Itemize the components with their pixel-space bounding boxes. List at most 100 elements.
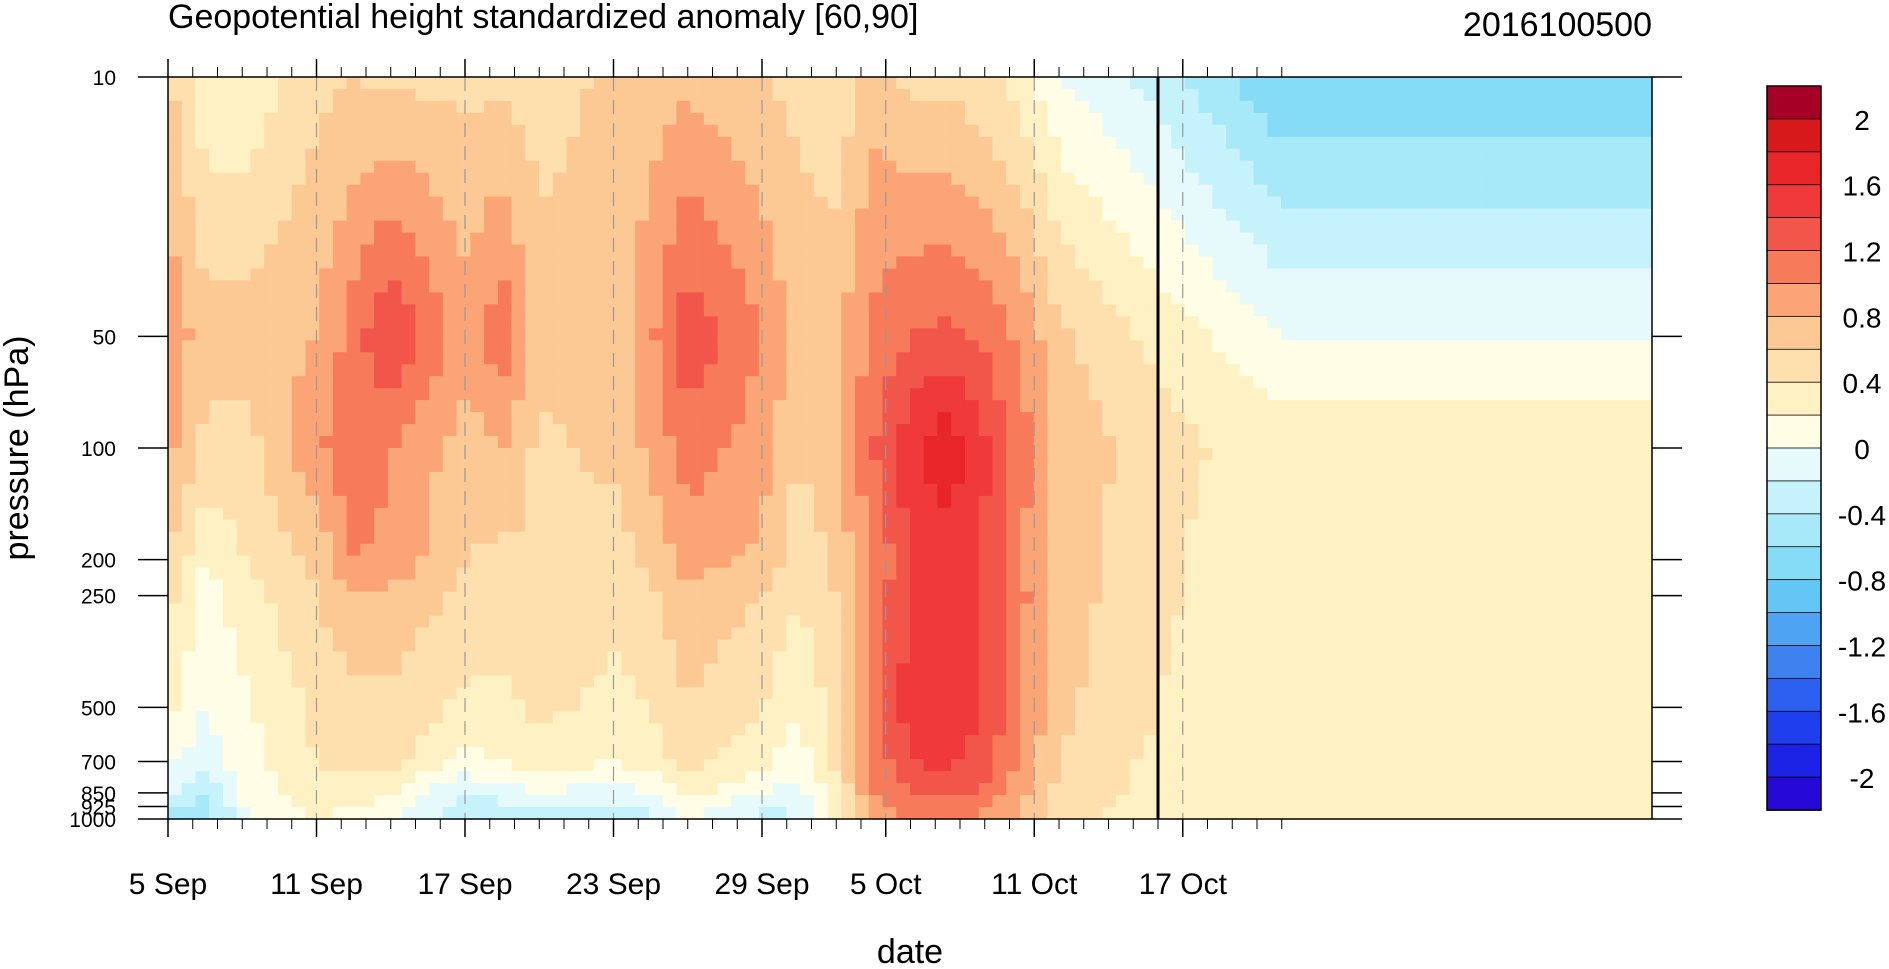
contour-cell (1047, 388, 1062, 401)
contour-cell (1184, 519, 1200, 533)
contour-cell (703, 436, 719, 449)
contour-cell (1349, 448, 1365, 461)
contour-cell (1377, 220, 1392, 234)
contour-cell (758, 136, 774, 150)
contour-cell (800, 256, 815, 270)
contour-cell (1555, 519, 1571, 533)
contour-cell (800, 160, 815, 174)
contour-cell (1404, 412, 1420, 425)
contour-cell (648, 364, 664, 377)
contour-cell (195, 376, 210, 389)
contour-cell (896, 388, 911, 401)
contour-cell (1143, 148, 1158, 162)
contour-cell (1267, 316, 1282, 329)
contour-cell (1308, 208, 1323, 222)
contour-cell (1377, 112, 1392, 126)
contour-cell (1226, 615, 1241, 629)
contour-cell (1102, 543, 1117, 557)
contour-cell (552, 292, 568, 305)
contour-cell (1390, 172, 1406, 186)
contour-cell (497, 304, 513, 317)
contour-cell (1102, 136, 1117, 150)
contour-cell (497, 77, 513, 90)
contour-cell (1281, 244, 1296, 258)
contour-cell (319, 316, 334, 329)
contour-cell (442, 459, 458, 473)
contour-cell (429, 304, 444, 317)
contour-cell (1157, 543, 1172, 557)
contour-cell (1638, 172, 1652, 186)
contour-cell (1088, 232, 1103, 246)
contour-cell (1487, 376, 1502, 389)
contour-cell (1253, 280, 1268, 294)
contour-cell (1212, 603, 1227, 617)
contour-cell (593, 555, 609, 569)
contour-cell (1542, 543, 1557, 557)
contour-cell (277, 376, 293, 389)
contour-cell (552, 256, 568, 270)
contour-cell (1569, 352, 1584, 365)
contour-cell (1390, 543, 1406, 557)
contour-cell (539, 388, 554, 401)
contour-cell (1226, 424, 1241, 437)
contour-cell (813, 448, 829, 461)
contour-cell (1445, 280, 1461, 294)
contour-cell (1432, 603, 1447, 617)
contour-cell (1198, 555, 1213, 569)
contour-cell (1033, 232, 1049, 246)
contour-cell (1500, 244, 1516, 258)
contour-cell (497, 459, 513, 473)
contour-cell (1074, 256, 1090, 270)
contour-cell (264, 531, 279, 545)
contour-cell (800, 244, 815, 258)
contour-cell (1514, 124, 1529, 138)
contour-cell (195, 424, 210, 437)
contour-cell (1500, 88, 1516, 102)
contour-cell (442, 448, 458, 461)
contour-cell (401, 495, 416, 509)
contour-cell (1212, 280, 1227, 294)
contour-cell (1473, 567, 1488, 581)
contour-cell (442, 268, 458, 282)
contour-cell (758, 244, 774, 258)
contour-cell (470, 531, 485, 545)
contour-cell (1198, 471, 1213, 485)
contour-cell (745, 615, 760, 629)
contour-cell (374, 100, 389, 114)
contour-cell (1308, 280, 1323, 294)
contour-cell (1157, 148, 1172, 162)
contour-cell (497, 292, 513, 305)
contour-cell (566, 495, 581, 509)
contour-cell (319, 436, 334, 449)
contour-cell (1074, 412, 1090, 425)
contour-cell (1088, 603, 1103, 617)
contour-cell (1349, 400, 1365, 413)
contour-cell (1432, 364, 1447, 377)
contour-cell (593, 603, 609, 617)
contour-cell (745, 220, 760, 234)
contour-cell (168, 232, 183, 246)
contour-cell (855, 352, 870, 365)
contour-cell (1267, 459, 1282, 473)
contour-cell (470, 436, 485, 449)
contour-cell (676, 316, 691, 329)
contour-cell (1555, 112, 1571, 126)
contour-cell (222, 304, 238, 317)
contour-cell (1212, 292, 1227, 305)
contour-cell (868, 304, 884, 317)
contour-cell (429, 196, 444, 210)
contour-cell (1226, 603, 1241, 617)
contour-cell (717, 579, 732, 593)
contour-cell (1597, 555, 1612, 569)
contour-cell (1390, 280, 1406, 294)
contour-cell (868, 543, 884, 557)
contour-cell (525, 388, 540, 401)
contour-cell (813, 292, 829, 305)
contour-cell (1308, 459, 1323, 473)
contour-cell (855, 448, 870, 461)
contour-cell (1542, 280, 1557, 294)
contour-cell (1473, 340, 1488, 353)
contour-cell (1597, 124, 1612, 138)
contour-cell (676, 184, 691, 198)
contour-cell (525, 412, 540, 425)
